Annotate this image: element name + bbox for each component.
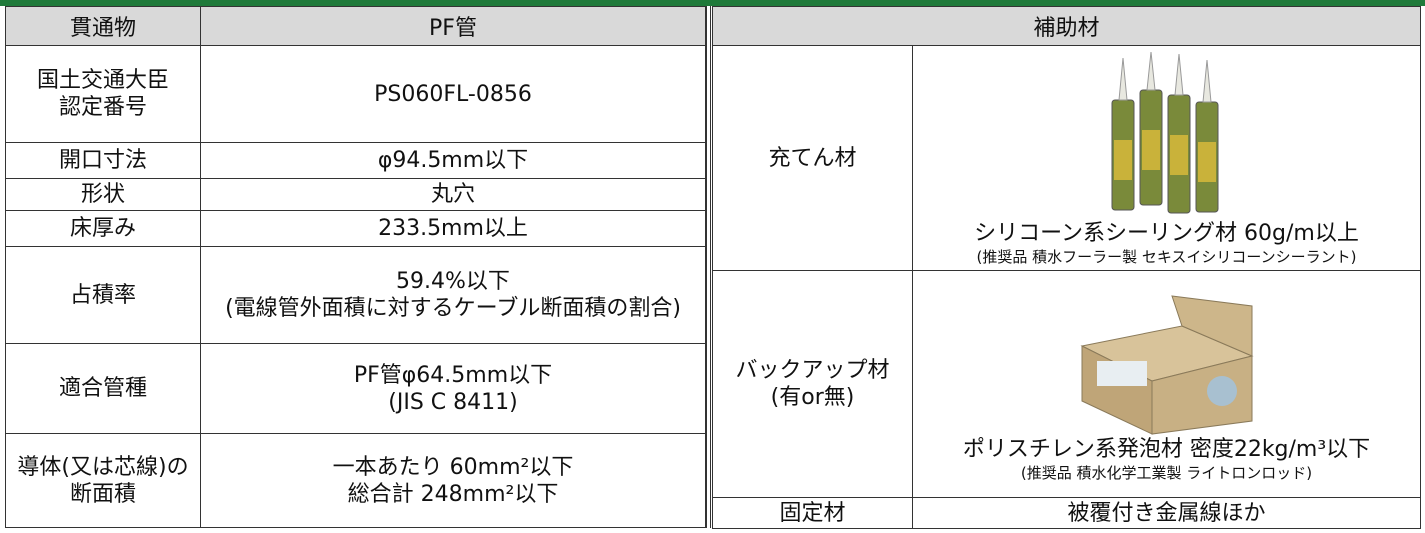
cell-text: φ94.5mm以下	[377, 148, 529, 173]
cell-text: 占積率	[69, 282, 136, 308]
row: 国土交通大臣 認定番号 PS060FL-0856	[5, 45, 706, 143]
cell-text: 国土交通大臣	[36, 68, 169, 93]
top-bar	[0, 0, 1425, 6]
cell-text: (推奨品 積水化学工業製 ライトロンロッド)	[1020, 463, 1313, 482]
row: 開口寸法 φ94.5mm以下	[5, 142, 706, 179]
label-cell: バックアップ材 (有or無)	[712, 270, 913, 498]
cell-text: (JIS C 8411)	[388, 389, 518, 415]
row: 形状 丸穴	[5, 178, 706, 211]
cell-text: (電線管外面積に対するケーブル断面積の割合)	[225, 296, 681, 321]
value-cell: シリコーン系シーリング材 60g/m以上 (推奨品 積水フーラー製 セキスイシリコ…	[911, 45, 1422, 271]
header-cell: 貫通物	[5, 6, 201, 46]
cell-text: 開口寸法	[58, 148, 147, 173]
cell-text: (推奨品 積水フーラー製 セキスイシリコーンシーラント)	[976, 247, 1357, 266]
label-cell: 適合管種	[5, 343, 201, 434]
cell-text: 総合計 248mm²以下	[347, 481, 559, 507]
sealant-image	[1111, 51, 1218, 213]
left-table: 貫通物 PF管 国土交通大臣 認定番号 PS060FL-0856 開口寸法 φ94.5mm…	[5, 6, 706, 528]
cell-text: 床厚み	[69, 216, 136, 241]
value-cell: 59.4%以下 (電線管外面積に対するケーブル断面積の割合)	[200, 246, 706, 344]
label-cell: 充てん材	[712, 45, 913, 271]
cell-text: シリコーン系シーリング材 60g/m以上	[974, 220, 1359, 246]
value-cell: 233.5mm以上	[200, 210, 706, 247]
cell-text: 適合管種	[58, 376, 147, 401]
cell-text: (有or無)	[770, 385, 855, 410]
backup-image	[1079, 294, 1254, 435]
cell-text: 認定番号	[58, 95, 147, 120]
value-cell: PS060FL-0856	[200, 45, 706, 143]
value-cell: φ94.5mm以下	[200, 142, 706, 179]
label-cell: 導体(又は芯線)の 断面積	[5, 433, 201, 528]
cell-text: 59.4%以下	[396, 269, 510, 294]
cell-text: 形状	[80, 182, 125, 207]
cell-text: 一本あたり 60mm²以下	[332, 454, 574, 480]
row: 導体(又は芯線)の 断面積 一本あたり 60mm²以下 総合計 248mm²以下	[5, 433, 706, 528]
cell-text: ポリスチレン系発泡材 密度22kg/m³以下	[962, 436, 1371, 462]
label-cell: 占積率	[5, 246, 201, 344]
cell-text: 導体(又は芯線)の	[17, 454, 189, 480]
value-cell: 被覆付き金属線ほか	[911, 497, 1422, 529]
row: 床厚み 233.5mm以上	[5, 210, 706, 247]
row: 固定材 被覆付き金属線ほか	[712, 497, 1422, 529]
value-cell: ポリスチレン系発泡材 密度22kg/m³以下 (推奨品 積水化学工業製 ライトロン…	[911, 270, 1422, 498]
label-cell: 固定材	[712, 497, 913, 529]
right-table: 補助材 充てん材 シリコーン系シーリング材 60g/m以上 (推奨品 積水フーラー…	[711, 6, 1422, 529]
cell-text: 233.5mm以上	[378, 216, 528, 241]
divider	[706, 6, 711, 528]
row: バックアップ材 (有or無) ポリスチレン系発泡材 密度22kg/m³以下 (推奨品…	[712, 270, 1422, 498]
header-cell: 補助材	[711, 6, 1422, 46]
header-cell: PF管	[200, 6, 706, 46]
value-cell: 丸穴	[200, 178, 706, 211]
row: 占積率 59.4%以下 (電線管外面積に対するケーブル断面積の割合)	[5, 246, 706, 344]
cell-text: 断面積	[69, 481, 136, 507]
cell-text: PF管φ64.5mm以下	[353, 362, 553, 388]
label-cell: 形状	[5, 178, 201, 211]
cell-text: 固定材	[779, 500, 846, 526]
cell-text: 充てん材	[768, 145, 857, 171]
value-cell: PF管φ64.5mm以下 (JIS C 8411)	[200, 343, 706, 434]
label-cell: 国土交通大臣 認定番号	[5, 45, 201, 143]
cell-text: 丸穴	[430, 182, 475, 207]
cell-text: PS060FL-0856	[374, 81, 532, 107]
value-cell: 一本あたり 60mm²以下 総合計 248mm²以下	[200, 433, 706, 528]
label-cell: 床厚み	[5, 210, 201, 247]
label-cell: 開口寸法	[5, 142, 201, 179]
row: 適合管種 PF管φ64.5mm以下 (JIS C 8411)	[5, 343, 706, 434]
cell-text: 被覆付き金属線ほか	[1067, 500, 1266, 526]
row: 充てん材 シリコーン系シーリング材 60g/m以上 (推奨品 積水フーラー製 セキ…	[712, 45, 1422, 271]
cell-text: バックアップ材	[735, 358, 890, 383]
